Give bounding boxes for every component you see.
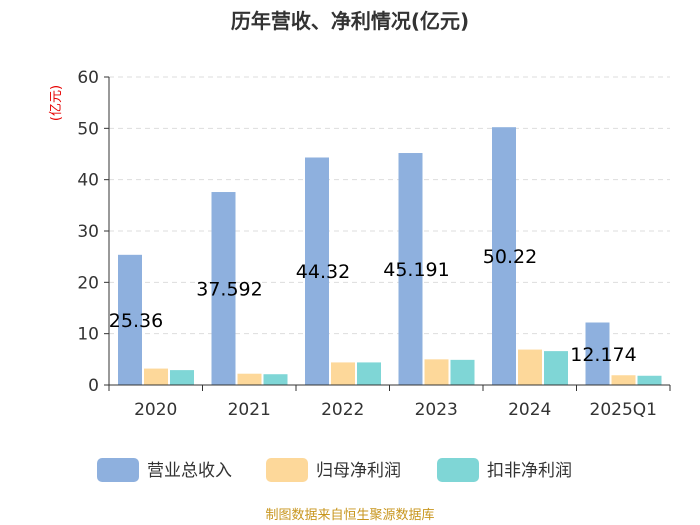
y-tick-label: 0 [88, 376, 99, 396]
grid [109, 76, 670, 335]
legend-label: 营业总收入 [147, 461, 232, 481]
data-label: 50.22 [483, 246, 537, 268]
data-label: 12.174 [570, 344, 636, 366]
legend: 营业总收入 归母净利润 扣非净利润 [97, 458, 572, 482]
bar-营业总收入-2024 [492, 127, 516, 385]
y-tick-label: 20 [77, 273, 99, 293]
bar-归母净利润-2022 [331, 362, 355, 385]
bar-归母净利润-2023 [424, 359, 449, 385]
x-tick-label: 2025Q1 [590, 400, 657, 420]
data-label: 44.32 [296, 261, 350, 283]
x-tick-label: 2020 [134, 400, 177, 420]
bar-营业总收入-2020 [118, 254, 142, 385]
source-note: 制图数据来自恒生聚源数据库 [265, 507, 434, 523]
legend-label: 扣非净利润 [487, 461, 572, 481]
bar-扣非净利润-2025Q1 [637, 375, 662, 385]
legend-label: 归母净利润 [316, 461, 401, 481]
bar-营业总收入-2022 [305, 157, 329, 385]
y-tick-label: 30 [77, 222, 99, 242]
bar-归母净利润-2025Q1 [611, 375, 636, 385]
x-tick-label: 2022 [321, 400, 364, 420]
legend-swatch [437, 458, 479, 482]
x-tick-label: 2021 [228, 400, 271, 420]
y-tick-label: 10 [77, 325, 99, 345]
legend-item-2[interactable]: 扣非净利润 [437, 458, 572, 482]
data-labels: 25.36 37.592 44.32 45.191 50.22 12.174 [109, 246, 637, 366]
y-tick-label: 60 [77, 68, 99, 88]
bar-扣非净利润-2021 [263, 374, 288, 385]
legend-item-1[interactable]: 归母净利润 [266, 458, 401, 482]
bar-扣非净利润-2024 [544, 351, 568, 385]
data-label: 37.592 [196, 279, 262, 301]
y-tick-label: 40 [77, 171, 99, 191]
x-tick-label: 2024 [508, 400, 551, 420]
bar-扣非净利润-2022 [357, 362, 381, 385]
y-axis-label: (亿元) [49, 85, 64, 121]
legend-item-0[interactable]: 营业总收入 [97, 458, 232, 482]
legend-swatch [97, 458, 139, 482]
bar-营业总收入-2025Q1 [585, 322, 610, 385]
bars [118, 127, 662, 385]
bar-营业总收入-2023 [398, 153, 423, 385]
data-label: 25.36 [109, 310, 163, 332]
chart-title: 历年营收、净利情况(亿元) [231, 9, 469, 33]
bar-归母净利润-2021 [237, 373, 262, 385]
bar-归母净利润-2024 [518, 349, 542, 385]
data-label: 45.191 [383, 259, 449, 281]
legend-swatch [266, 458, 308, 482]
bar-归母净利润-2020 [144, 368, 168, 385]
bar-扣非净利润-2023 [450, 359, 475, 385]
bar-营业总收入-2021 [211, 192, 236, 385]
bar-扣非净利润-2020 [170, 370, 194, 385]
y-tick-label: 50 [77, 119, 99, 139]
axes: 0 10 20 30 40 50 60 2020 2021 2022 2023 2024 2025Q1 [77, 68, 671, 420]
x-tick-label: 2023 [415, 400, 458, 420]
